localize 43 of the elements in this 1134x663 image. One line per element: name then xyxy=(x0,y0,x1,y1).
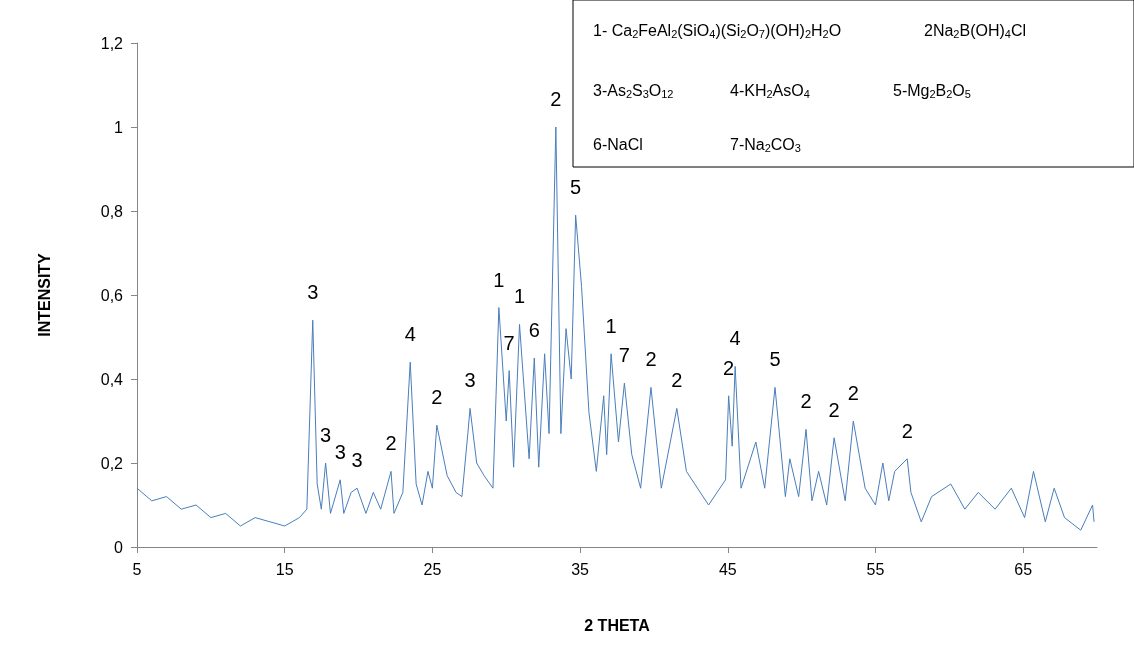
annotation: 2 xyxy=(431,386,443,409)
annotation: 7 xyxy=(618,344,630,367)
x-tick-label: 5 xyxy=(132,560,142,578)
y-axis-title: INTENSITY xyxy=(35,252,53,337)
annotation: 3 xyxy=(464,369,476,392)
annotation: 1 xyxy=(493,268,505,291)
annotation: 3 xyxy=(351,449,363,472)
annotation: 4 xyxy=(729,327,741,350)
annotation: 2 xyxy=(645,348,657,371)
annotation: 6 xyxy=(528,319,540,341)
annotation: 6-NaCl xyxy=(593,135,643,153)
y-tick-label: 0,8 xyxy=(100,202,124,220)
annotation: 3 xyxy=(307,281,319,304)
y-tick-label: 0,6 xyxy=(100,286,124,304)
annotation: 1 xyxy=(513,285,526,308)
annotation: 2 xyxy=(800,390,812,413)
annotation: 1 xyxy=(605,314,617,337)
annotation: 7 xyxy=(503,331,515,354)
annotation: 2 xyxy=(901,419,913,442)
annotation: 2 xyxy=(550,88,562,110)
x-axis-title: 2 THETA xyxy=(584,616,651,634)
x-tick-label: 15 xyxy=(275,560,294,578)
annotation: 5 xyxy=(570,176,582,199)
y-tick-label: 0 xyxy=(114,538,124,556)
annotation: 2 xyxy=(723,356,735,379)
annotation: 2 xyxy=(671,369,683,392)
annotation: 2 xyxy=(847,382,859,404)
y-tick-label: 0,2 xyxy=(100,454,124,472)
y-tick-label: 1,2 xyxy=(100,34,124,52)
x-tick-label: 25 xyxy=(423,560,442,578)
annotation: 3 xyxy=(320,424,332,446)
annotation: 2 xyxy=(828,398,840,421)
x-tick-label: 55 xyxy=(866,560,885,578)
x-tick-label: 65 xyxy=(1014,560,1033,578)
line-series xyxy=(136,126,1095,531)
y-tick-label: 1 xyxy=(114,118,124,136)
y-tick-label: 0,4 xyxy=(100,370,124,388)
annotation: 2 xyxy=(385,432,397,455)
x-tick-label: 35 xyxy=(571,560,590,578)
x-tick-label: 45 xyxy=(718,560,737,578)
annotation: 5 xyxy=(769,348,781,371)
annotation: 3 xyxy=(334,440,346,463)
annotation: 4 xyxy=(404,323,416,346)
